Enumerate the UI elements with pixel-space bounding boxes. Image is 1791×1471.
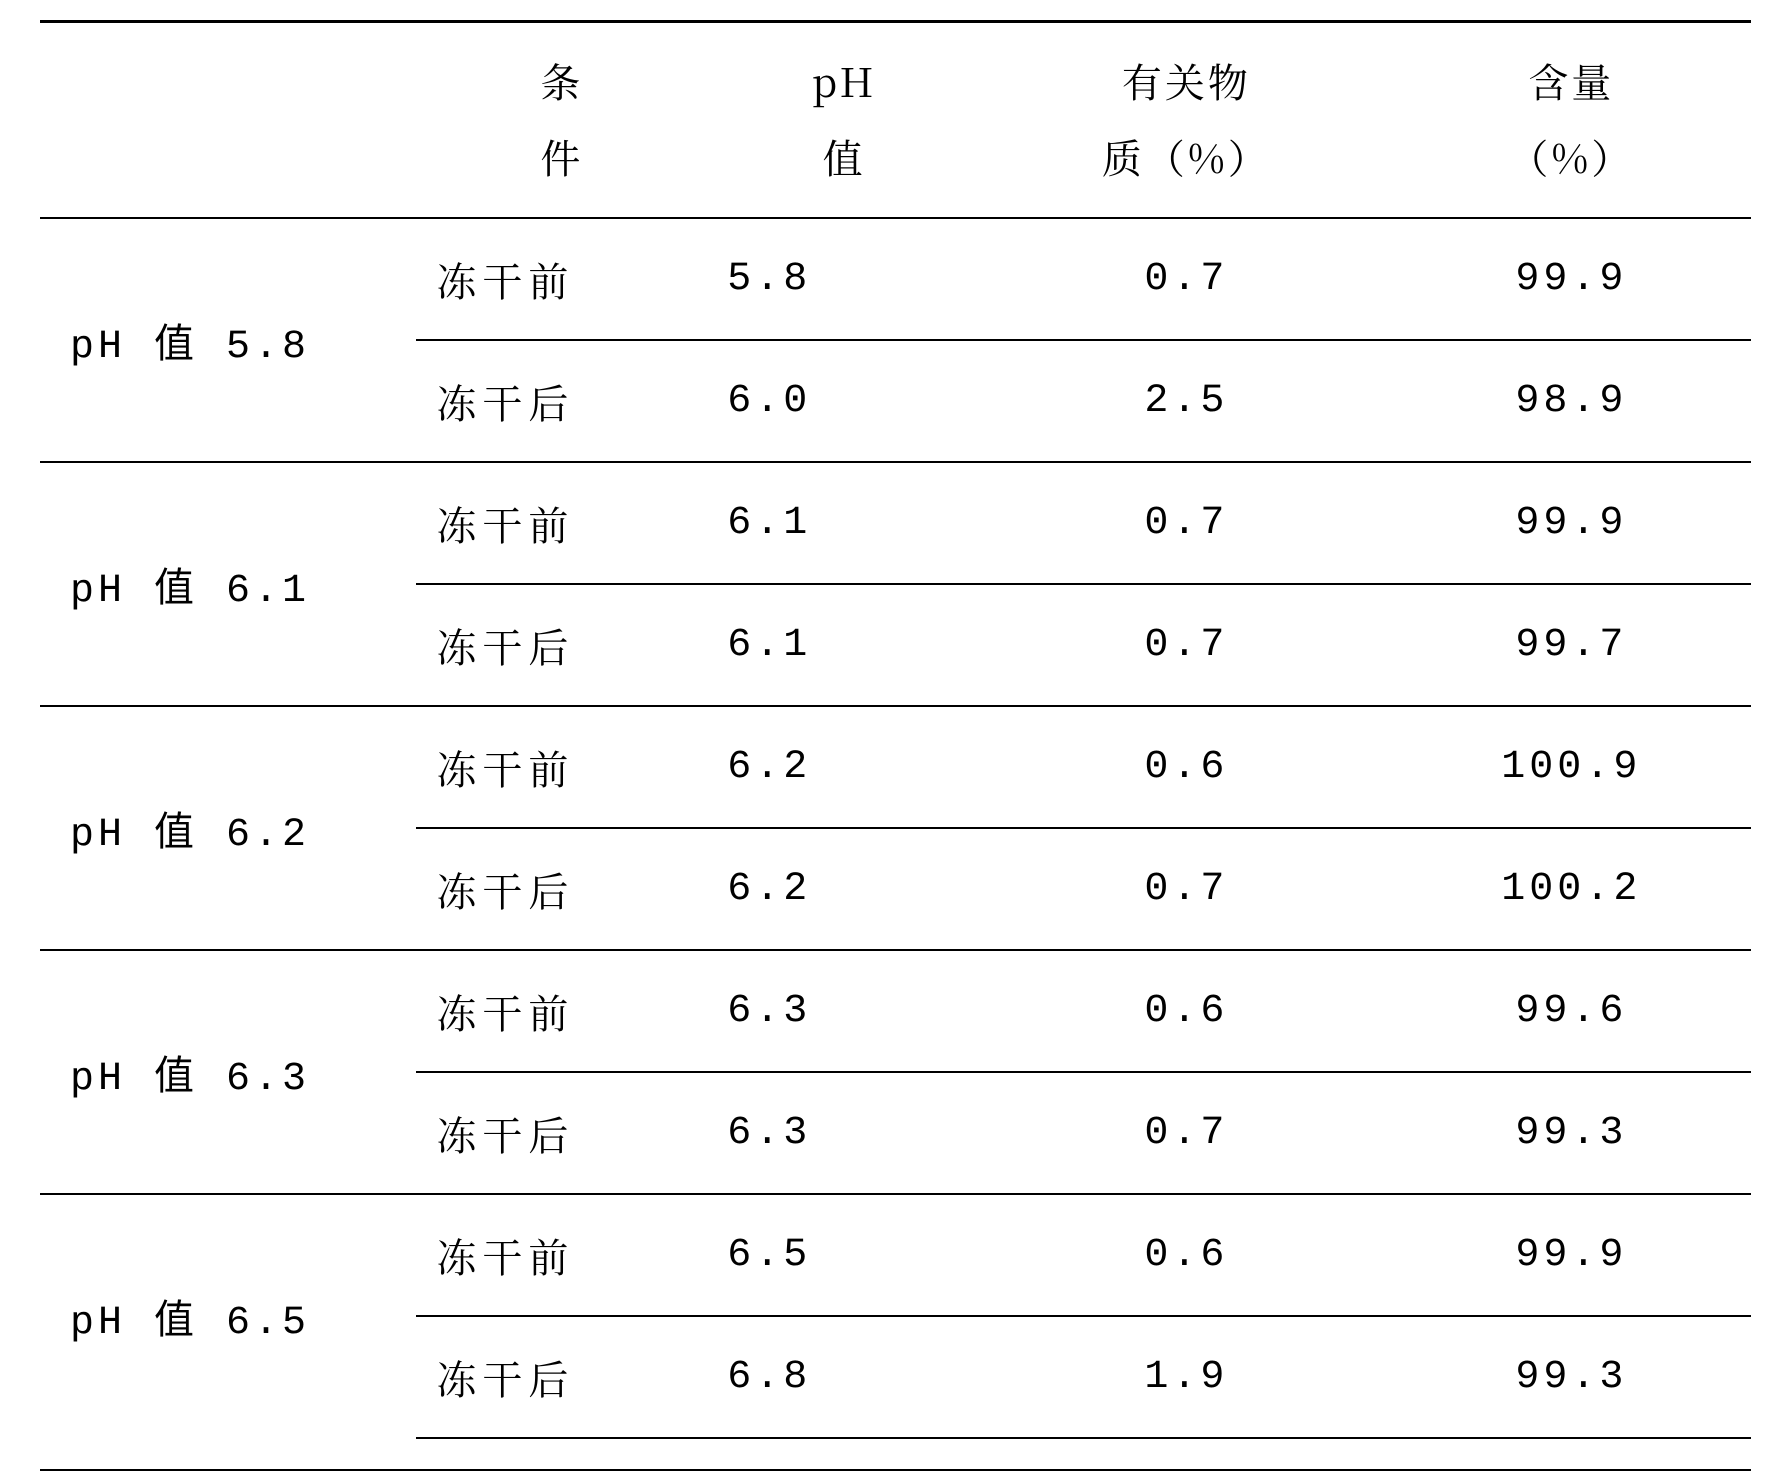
table-row: pH 值 6.5 冻干前 6.5 0.6 99.9 [40, 1194, 1751, 1316]
header-related-l1: 有关物 [991, 43, 1382, 119]
val-content: 99.9 [1392, 1194, 1751, 1316]
header-condition-l1: 条 [426, 43, 697, 119]
val-ph: 6.1 [707, 584, 981, 706]
val-related: 0.7 [981, 218, 1392, 340]
val-related: 0.6 [981, 1194, 1392, 1316]
val-ph: 6.0 [707, 340, 981, 462]
group-label: pH 值 6.5 [40, 1194, 416, 1438]
table-row: pH 值 6.2 冻干前 6.2 0.6 100.9 [40, 706, 1751, 828]
group-label: pH 值 5.8 [40, 218, 416, 462]
cond-before: 冻干前 [416, 950, 707, 1072]
val-content: 100.9 [1392, 706, 1751, 828]
header-ph-l1: pH [717, 43, 971, 119]
header-content-l1: 含量 [1402, 43, 1741, 119]
val-content: 99.3 [1392, 1072, 1751, 1194]
header-group [40, 22, 416, 219]
val-ph: 5.8 [707, 218, 981, 340]
table-row: pH 值 6.1 冻干前 6.1 0.7 99.9 [40, 462, 1751, 584]
val-content: 99.6 [1392, 950, 1751, 1072]
group-label: pH 值 6.1 [40, 462, 416, 706]
val-related: 0.6 [981, 950, 1392, 1072]
val-related: 0.7 [981, 462, 1392, 584]
table-row: pH 值 6.3 冻干前 6.3 0.6 99.6 [40, 950, 1751, 1072]
val-ph: 6.3 [707, 950, 981, 1072]
cond-before: 冻干前 [416, 706, 707, 828]
val-related: 0.7 [981, 828, 1392, 950]
val-related: 1.9 [981, 1316, 1392, 1438]
header-content-l2: （%） [1402, 119, 1741, 195]
val-ph: 6.2 [707, 828, 981, 950]
val-ph: 6.5 [707, 1194, 981, 1316]
val-content: 99.7 [1392, 584, 1751, 706]
data-table-container: 条 件 pH 值 有关物 质（%） 含量 （%） pH [40, 20, 1751, 1471]
header-ph-l2: 值 [717, 119, 971, 195]
val-related: 0.7 [981, 1072, 1392, 1194]
cond-after: 冻干后 [416, 1316, 707, 1438]
table-row: pH 值 5.8 冻干前 5.8 0.7 99.9 [40, 218, 1751, 340]
val-content: 100.2 [1392, 828, 1751, 950]
val-related: 0.6 [981, 706, 1392, 828]
val-content: 99.3 [1392, 1316, 1751, 1438]
cond-after: 冻干后 [416, 340, 707, 462]
header-related-l2: 质（%） [991, 119, 1382, 195]
val-content: 99.9 [1392, 462, 1751, 584]
val-content: 98.9 [1392, 340, 1751, 462]
val-related: 2.5 [981, 340, 1392, 462]
header-related: 有关物 质（%） [981, 22, 1392, 219]
header-condition-l2: 件 [426, 119, 697, 195]
group-label: pH 值 6.3 [40, 950, 416, 1194]
val-ph: 6.1 [707, 462, 981, 584]
cond-before: 冻干前 [416, 1194, 707, 1316]
val-ph: 6.8 [707, 1316, 981, 1438]
header-ph: pH 值 [707, 22, 981, 219]
val-content: 99.9 [1392, 218, 1751, 340]
table-body: pH 值 5.8 冻干前 5.8 0.7 99.9 冻干后 6.0 2.5 98… [40, 218, 1751, 1438]
group-label: pH 值 6.2 [40, 706, 416, 950]
val-ph: 6.2 [707, 706, 981, 828]
header-row: 条 件 pH 值 有关物 质（%） 含量 （%） [40, 22, 1751, 219]
cond-before: 冻干前 [416, 218, 707, 340]
ph-stability-table: 条 件 pH 值 有关物 质（%） 含量 （%） pH [40, 20, 1751, 1439]
val-related: 0.7 [981, 584, 1392, 706]
val-ph: 6.3 [707, 1072, 981, 1194]
cond-after: 冻干后 [416, 584, 707, 706]
cond-after: 冻干后 [416, 1072, 707, 1194]
header-content: 含量 （%） [1392, 22, 1751, 219]
cond-before: 冻干前 [416, 462, 707, 584]
header-condition: 条 件 [416, 22, 707, 219]
cond-after: 冻干后 [416, 828, 707, 950]
